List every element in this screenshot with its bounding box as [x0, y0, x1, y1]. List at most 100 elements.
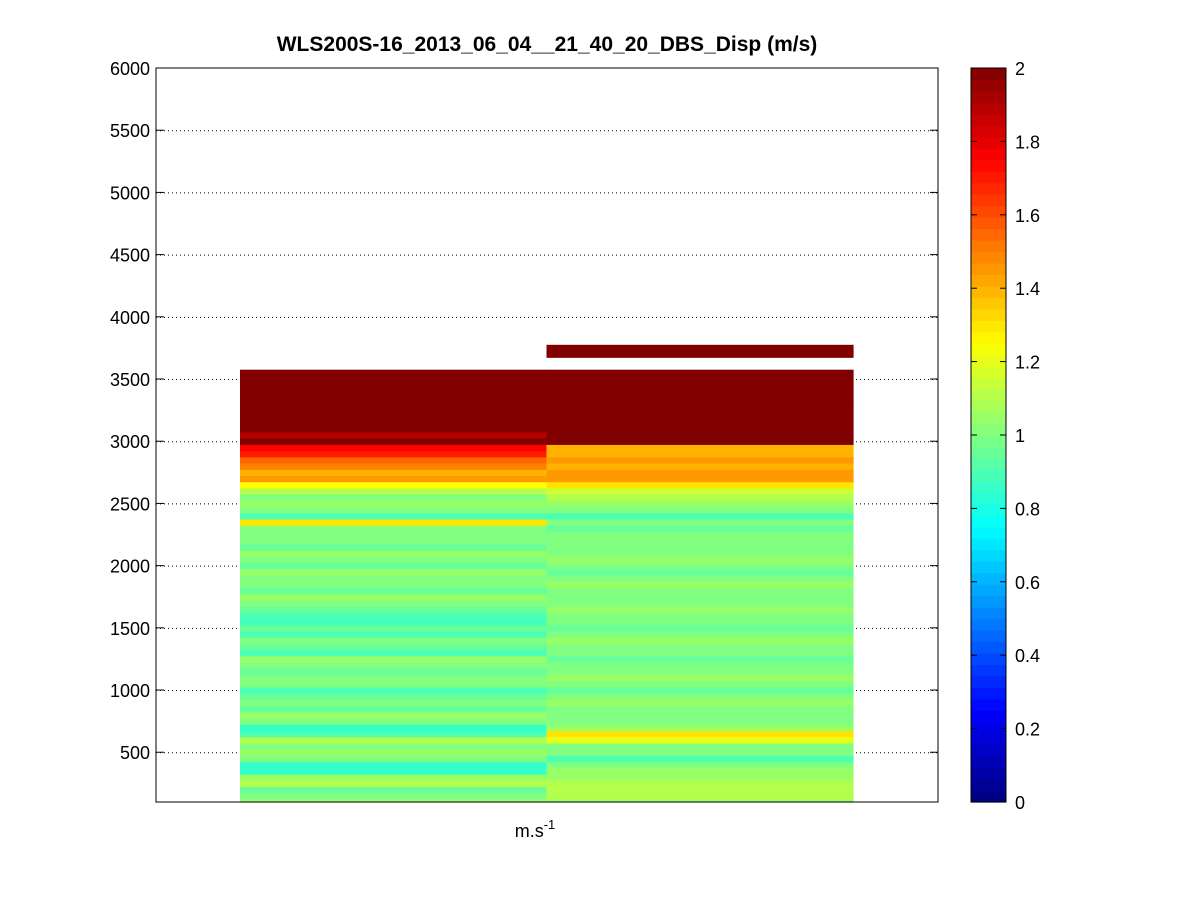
colorbar-band: [971, 721, 1006, 734]
heatmap-cell: [240, 599, 548, 607]
heatmap-cell: [240, 469, 548, 477]
heatmap-cell: [546, 680, 854, 688]
heatmap-cell: [240, 724, 548, 732]
heatmap-cell: [546, 494, 854, 501]
colorbar-tick-label: 1.8: [1015, 132, 1040, 152]
heatmap-cell: [240, 686, 548, 694]
x-axis-label-base: m.s: [515, 821, 544, 841]
colorbar-band: [971, 526, 1006, 539]
heatmap-cell: [240, 767, 548, 775]
heatmap-cell: [240, 512, 548, 520]
heatmap-cell: [546, 413, 854, 421]
colorbar-band: [971, 652, 1006, 665]
heatmap-cell: [546, 786, 854, 794]
heatmap-cell: [240, 618, 548, 626]
colorbar-tick-label: 1: [1015, 426, 1025, 446]
heatmap-cell: [240, 407, 548, 414]
heatmap-cell: [240, 525, 548, 533]
heatmap-cell: [546, 574, 854, 582]
heatmap-cell: [546, 718, 854, 725]
colorbar-band: [971, 102, 1006, 115]
heatmap-cell: [546, 749, 854, 756]
heatmap-cell: [240, 662, 548, 669]
y-tick-label: 1000: [110, 681, 150, 701]
colorbar-band: [971, 136, 1006, 149]
heatmap-cell: [240, 382, 548, 389]
heatmap-cell: [546, 382, 854, 389]
heatmap-cell: [240, 755, 548, 763]
colorbar-band: [971, 618, 1006, 631]
heatmap-cell: [240, 375, 548, 383]
colorbar-band: [971, 457, 1006, 471]
heatmap-cell: [240, 593, 548, 601]
heatmap-cell: [240, 400, 548, 408]
heatmap-cell: [546, 699, 854, 707]
colorbar-band: [971, 331, 1006, 344]
colorbar: [971, 68, 1006, 803]
colorbar-tick-label: 1.6: [1015, 206, 1040, 226]
colorbar-band: [971, 675, 1006, 688]
heatmap-cell: [240, 456, 548, 464]
heatmap-cell: [546, 792, 854, 800]
heatmap-cell: [240, 718, 548, 725]
heatmap-cell: [240, 506, 548, 514]
y-axis-ticks: 500 1000 1500 2000 2500 3000 3500 4000 4500 5000 5…: [110, 59, 938, 763]
colorbar-band: [971, 251, 1006, 264]
colorbar-band: [971, 664, 1006, 677]
heatmap-cell: [546, 543, 854, 551]
colorbar-band: [971, 698, 1006, 711]
colorbar-band: [971, 320, 1006, 333]
heatmap-cell: [546, 742, 854, 750]
plot-area-frame: [155, 67, 939, 803]
heatmap-cells: [240, 344, 854, 803]
heatmap-cell: [546, 400, 854, 408]
heatmap-cell: [546, 369, 854, 377]
heatmap-cell: [546, 630, 854, 638]
colorbar-band: [971, 171, 1006, 184]
colorbar-band: [971, 90, 1006, 104]
heatmap-cell: [240, 655, 548, 663]
heatmap-cell: [546, 562, 854, 570]
colorbar-tick-label: 1.2: [1015, 353, 1040, 373]
colorbar-band: [971, 561, 1006, 574]
heatmap-cell: [240, 643, 548, 651]
colorbar-band: [971, 503, 1006, 516]
colorbar-band: [971, 79, 1006, 92]
heatmap-cell: [240, 369, 548, 377]
heatmap-cell: [546, 518, 854, 526]
colorbar-band: [971, 538, 1006, 551]
heatmap-cell: [240, 462, 548, 470]
colorbar-band: [971, 767, 1006, 780]
colorbar-band: [971, 607, 1006, 620]
heatmap-cell: [240, 587, 548, 595]
heatmap-cell: [240, 537, 548, 545]
heatmap-cell: [240, 630, 548, 638]
colorbar-band: [971, 228, 1006, 241]
y-tick-label: 4000: [110, 308, 150, 328]
colorbar-band: [971, 629, 1006, 643]
heatmap-cell: [546, 606, 854, 613]
colorbar-tick-label: 2: [1015, 59, 1025, 79]
colorbar-band: [971, 480, 1006, 493]
colorbar-band: [971, 549, 1006, 562]
heatmap-cell: [546, 612, 854, 620]
heatmap-cell: [240, 693, 548, 700]
heatmap-cell: [546, 425, 854, 433]
heatmap-cell: [240, 606, 548, 613]
colorbar-band: [971, 733, 1006, 746]
colorbar-band: [971, 308, 1006, 321]
heatmap-cell: [240, 798, 548, 803]
colorbar-tick-label: 0.2: [1015, 720, 1040, 740]
heatmap-cell: [546, 736, 854, 744]
heatmap-cell: [546, 444, 854, 452]
chart-title: WLS200S-16_2013_06_04__21_40_20_DBS_Disp…: [277, 33, 818, 56]
colorbar-band: [971, 595, 1006, 608]
y-tick-label: 4500: [110, 246, 150, 266]
heatmap-cell: [240, 543, 548, 551]
heatmap-cell: [546, 481, 854, 489]
y-tick-label: 3000: [110, 432, 150, 452]
heatmap-cell: [546, 643, 854, 651]
heatmap-cell: [546, 705, 854, 713]
colorbar-band: [971, 113, 1006, 126]
